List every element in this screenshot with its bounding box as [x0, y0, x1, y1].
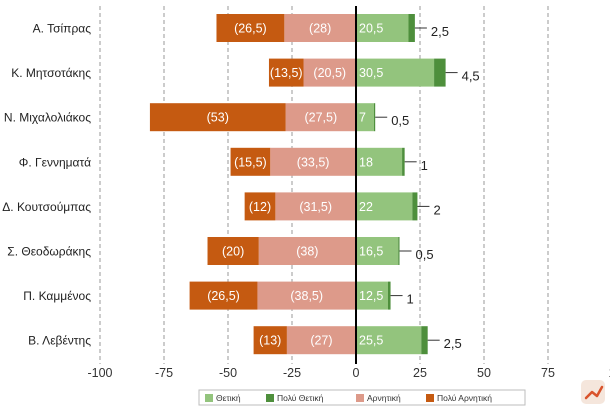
bar-very-negative [253, 326, 287, 355]
x-tick-label: -25 [283, 366, 301, 380]
legend-label: Θετική [216, 393, 241, 403]
label-positive: 30,5 [359, 66, 383, 80]
label-very-positive: 2 [433, 202, 440, 217]
x-tick-label: 75 [541, 366, 555, 380]
bar-negative [284, 14, 356, 42]
bar-very-positive [388, 281, 391, 310]
label-very-positive: 4,5 [462, 69, 480, 84]
label-positive: 22 [359, 200, 373, 214]
label-very-negative: (13) [259, 334, 281, 348]
trend-icon [584, 385, 604, 400]
x-tick-labels: -100 -75 -50 -25 0 25 50 75 1 [87, 366, 610, 380]
label-negative: (38) [296, 245, 318, 259]
bar-very-negative [244, 192, 276, 221]
label-very-positive: 1 [421, 158, 428, 173]
label-negative: (27,5) [304, 111, 337, 125]
category-labels: Α. Τσίπρας Κ. Μητσοτάκης Ν. Μιχαλολιάκος Φ.… [2, 22, 91, 348]
category-label: Π. Καμμένος [23, 289, 91, 303]
label-positive: 18 [359, 155, 373, 169]
bar-very-positive [412, 192, 418, 221]
bar-negative [303, 58, 356, 87]
category-label: Δ. Κουτσούμπας [2, 200, 91, 214]
bar-very-positive [434, 58, 446, 87]
label-very-positive: 2,5 [431, 24, 449, 39]
label-negative: (38,5) [290, 289, 323, 303]
bar-negative [286, 326, 356, 355]
bar-negative [275, 192, 356, 221]
label-very-negative: (15,5) [234, 155, 267, 169]
label-very-positive: 2,5 [444, 336, 462, 351]
bar-positive [356, 147, 403, 176]
category-label: Β. Λεβέντης [28, 334, 91, 348]
bar-very-positive [421, 326, 428, 355]
label-positive: 7 [359, 111, 366, 125]
corner-icon [581, 380, 605, 404]
x-tick-label: -75 [155, 366, 173, 380]
label-negative: (28) [309, 22, 331, 36]
legend-swatch [205, 394, 213, 402]
bar-very-negative [230, 147, 271, 176]
bar-very-negative [189, 281, 258, 310]
bar-very-negative [207, 237, 259, 265]
bar-positive [356, 103, 374, 132]
legend-label: Αρνητική [367, 393, 401, 403]
bar-negative [270, 147, 356, 176]
bar-very-negative [149, 103, 286, 132]
label-very-negative: (20) [222, 245, 244, 259]
bar-positive [356, 237, 399, 265]
bar-negative [285, 103, 356, 132]
category-label: Ν. Μιχαλολιάκος [4, 111, 91, 125]
category-label: Σ. Θεοδωράκης [7, 245, 91, 259]
x-tick-label: 50 [477, 366, 491, 380]
bar-positive [356, 14, 409, 42]
x-tick-label: -100 [87, 366, 112, 380]
label-very-positive: 0,5 [416, 247, 434, 262]
label-positive: 16,5 [359, 245, 383, 259]
label-very-negative: (26,5) [207, 289, 240, 303]
bar-negative [258, 237, 356, 265]
bars: (28)(26,5) 20,5 2,5(20,5)(13,5) 30,5 4,5(27,… [149, 14, 480, 355]
label-positive: 12,5 [359, 289, 383, 303]
label-positive: 20,5 [359, 22, 383, 36]
bar-very-negative [216, 14, 285, 42]
category-label: Α. Τσίπρας [33, 22, 92, 36]
label-positive: 25,5 [359, 334, 383, 348]
category-label: Κ. Μητσοτάκης [11, 66, 91, 80]
x-tick-label: 0 [353, 366, 360, 380]
label-very-positive: 0,5 [391, 113, 409, 128]
label-very-negative: (53) [207, 111, 229, 125]
bar-very-positive [373, 103, 376, 132]
legend-label: Πολύ Αρνητική [437, 393, 492, 403]
bar-positive [356, 192, 413, 221]
legend: Θετική Πολύ Θετική Αρνητική Πολύ Αρνητική [198, 380, 605, 406]
label-negative: (27) [310, 334, 332, 348]
bar-very-negative [268, 58, 304, 87]
bar-very-positive [398, 237, 400, 265]
bar-positive [356, 281, 388, 310]
x-tick-label: 25 [413, 366, 427, 380]
bar-very-positive [402, 147, 405, 176]
category-label: Φ. Γεννηματά [19, 155, 91, 169]
bar-very-positive [408, 14, 415, 42]
x-tick-label: 1 [609, 366, 610, 380]
label-very-negative: (26,5) [234, 22, 267, 36]
legend-label: Πολύ Θετική [277, 393, 324, 403]
label-very-positive: 1 [407, 292, 414, 307]
x-tick-label: -50 [219, 366, 237, 380]
label-very-negative: (13,5) [270, 66, 303, 80]
legend-swatch [426, 394, 434, 402]
bar-positive [356, 326, 422, 355]
label-very-negative: (12) [249, 200, 271, 214]
legend-swatch [266, 394, 274, 402]
label-negative: (31,5) [299, 200, 332, 214]
bar-positive [356, 58, 435, 87]
bar-negative [257, 281, 356, 310]
label-negative: (33,5) [297, 155, 330, 169]
legend-swatch [356, 394, 364, 402]
label-negative: (20,5) [313, 66, 346, 80]
